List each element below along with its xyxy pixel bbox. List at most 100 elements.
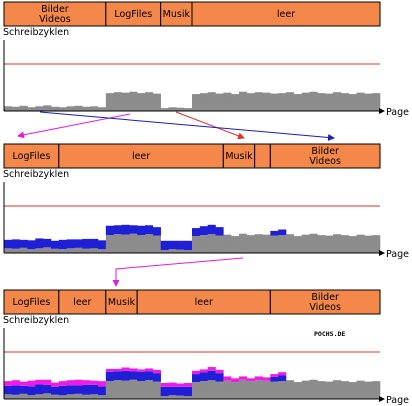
bar-gray (246, 235, 255, 253)
bar-gray (215, 235, 224, 253)
bar-gray (98, 249, 107, 253)
bar-gray (58, 107, 67, 111)
bar-blue (192, 228, 201, 237)
bar-gray (160, 108, 169, 111)
bar-gray (372, 93, 381, 111)
bar-magenta (82, 380, 91, 385)
bar-gray (35, 248, 44, 253)
bar-gray (270, 381, 279, 399)
bar-blue (27, 240, 36, 250)
bar-gray (340, 93, 349, 111)
bar-gray (121, 380, 130, 399)
bar-gray (105, 235, 114, 253)
segment-block (191, 1, 381, 27)
segment-label: Bilder Videos (39, 4, 71, 25)
bar-gray (113, 92, 122, 111)
bar-gray (82, 394, 91, 399)
bar-gray (152, 235, 161, 253)
bar-gray (231, 94, 240, 111)
bar-gray (223, 380, 232, 399)
bar-gray (74, 393, 83, 399)
transition-arrows-1 (17, 111, 335, 141)
segment-label: Musik (163, 9, 191, 20)
bar-magenta (58, 381, 67, 386)
bar-gray (4, 248, 13, 253)
bar-gray (58, 249, 67, 253)
bar-blue (11, 385, 20, 395)
bar-gray (90, 248, 99, 253)
bar-gray (82, 248, 91, 253)
bar-gray (43, 247, 52, 253)
y-axis-label: Schreibzyklen (3, 27, 69, 38)
bar-gray (215, 93, 224, 111)
bar-magenta (121, 367, 130, 371)
segment-block (3, 289, 60, 315)
bar-blue (105, 225, 114, 236)
x-axis-label: Page (386, 107, 409, 118)
bar-magenta (137, 369, 146, 372)
bar-gray (348, 382, 357, 399)
segment-label: LogFiles (13, 297, 51, 308)
bar-gray (11, 394, 20, 399)
bar-blue (137, 225, 146, 236)
bar-blue (11, 239, 20, 249)
bar-gray (270, 235, 279, 253)
segment-label: leer (195, 297, 213, 308)
bar-gray (309, 91, 318, 111)
y-axis-label: Schreibzyklen (3, 169, 69, 180)
bar-gray (168, 249, 177, 253)
bar-blue (4, 239, 13, 249)
bar-gray (356, 380, 365, 399)
bar-magenta (129, 368, 138, 372)
bar-gray (192, 94, 201, 111)
segment-block (136, 289, 271, 315)
segment-label: Musik (225, 151, 253, 162)
bar-gray (199, 235, 208, 253)
bar-magenta (199, 369, 208, 373)
bar-blue (270, 230, 279, 236)
bar-blue (192, 374, 201, 383)
x-axis-label: Page (386, 249, 409, 260)
bar-gray (82, 106, 91, 111)
bar-gray (270, 93, 279, 111)
bar-blue (121, 370, 130, 381)
bar-gray (262, 92, 271, 111)
wear-bars (4, 224, 381, 253)
bar-gray (199, 93, 208, 111)
segment-block (160, 1, 193, 27)
bar-gray (35, 106, 44, 111)
bar-gray (27, 107, 36, 111)
bar-gray (340, 235, 349, 253)
bar-blue (184, 240, 193, 251)
bar-magenta (176, 383, 185, 387)
bar-gray (223, 92, 232, 111)
bar-gray (11, 106, 20, 111)
bar-gray (286, 380, 295, 399)
bar-gray (333, 234, 342, 253)
bar-gray (325, 381, 334, 399)
bar-blue (215, 373, 224, 382)
bar-blue (176, 240, 185, 250)
segment-label: leer (132, 151, 150, 162)
bar-magenta (27, 380, 36, 387)
segment-bar: Bilder Videos LogFiles Musik leer (3, 1, 381, 27)
bar-gray (286, 92, 295, 111)
bar-gray (98, 395, 107, 399)
bar-gray (145, 92, 154, 111)
bar-gray (43, 105, 52, 111)
bar-gray (364, 381, 373, 399)
bar-gray (293, 236, 302, 253)
panel-after-second-move: LogFiles leer Musik leer Bilder Videos Schreib… (3, 289, 409, 406)
bar-gray (113, 380, 122, 399)
bar-gray (309, 379, 318, 399)
bar-magenta (113, 368, 122, 372)
bar-gray (278, 93, 287, 111)
segment-block (58, 143, 224, 169)
bar-blue (98, 240, 107, 250)
bar-gray (11, 248, 20, 253)
bar-magenta (74, 379, 83, 386)
bar-gray (113, 234, 122, 253)
bar-gray (293, 94, 302, 111)
segment-bar: LogFiles leer Musik Bilder Videos (3, 143, 381, 169)
bar-magenta (262, 377, 271, 381)
